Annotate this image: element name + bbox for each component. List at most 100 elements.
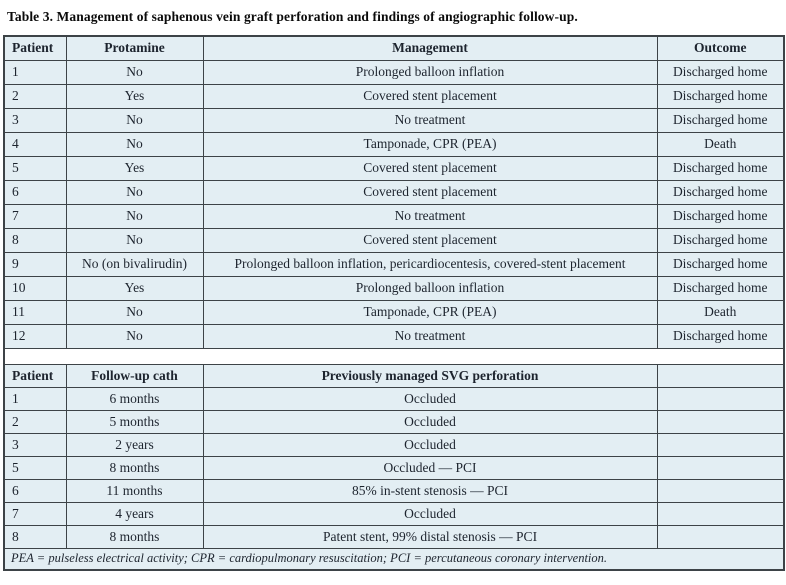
table-cell: 4 [3,131,67,157]
table-cell: Covered stent placement [202,155,658,181]
table-cell: Discharged home [656,203,785,229]
table-cell: Covered stent placement [202,83,658,109]
column-header-outcome: Outcome [656,35,785,61]
table-cell: 2 [3,83,67,109]
table-cell: No [65,323,204,349]
table-cell: No [65,299,204,325]
table-cell: 11 [3,299,67,325]
management-header-row: Patient Protamine Management Outcome [3,35,785,61]
column-header-patient2: Patient [3,363,67,388]
table-cell: No treatment [202,107,658,133]
table-row: 12 No No treatment Discharged home [3,323,785,349]
table-cell: Occluded [202,501,658,526]
table-cell: 8 [3,524,67,549]
table-cell: No treatment [202,323,658,349]
table-row: 5 Yes Covered stent placement Discharged ho… [3,155,785,181]
table-cell: No [65,179,204,205]
table-cell: 9 [3,251,67,277]
table-cell: 4 years [65,501,204,526]
table-cell [656,386,785,411]
table-cell: 8 [3,227,67,253]
table-cell: 5 months [65,409,204,434]
column-header-management: Management [202,35,658,61]
table-cell: Occluded [202,409,658,434]
table-cell: No [65,59,204,85]
table-cell: 8 months [65,524,204,549]
table-cell: 85% in-stent stenosis — PCI [202,478,658,503]
separator-cell [3,347,785,365]
table-cell: 12 [3,323,67,349]
table-cell: Tamponade, CPR (PEA) [202,131,658,157]
table-cell: 2 years [65,432,204,457]
table-cell: 7 [3,501,67,526]
table-row: 3 No No treatment Discharged home [3,107,785,133]
table-cell: No [65,131,204,157]
column-header-follow-up-cath: Follow-up cath [65,363,204,388]
table-cell: Prolonged balloon inflation, pericardioc… [202,251,658,277]
table-cell: 6 months [65,386,204,411]
table-cell: Discharged home [656,275,785,301]
table-cell: 2 [3,409,67,434]
table-cell: Discharged home [656,59,785,85]
table-cell: 3 [3,107,67,133]
column-header-prev-managed-svg: Previously managed SVG perforation [202,363,658,388]
table-cell: No treatment [202,203,658,229]
table-cell: Tamponade, CPR (PEA) [202,299,658,325]
svg-perforation-table: Patient Protamine Management Outcome 1 No… [3,35,785,571]
table-cell [656,455,785,480]
table-row: 8 No Covered stent placement Discharged hom… [3,227,785,253]
table-row: 4 No Tamponade, CPR (PEA) Death [3,131,785,157]
page: Table 3. Management of saphenous vein gr… [0,9,786,571]
table-row: 9 No (on bivalirudin) Prolonged balloon in… [3,251,785,277]
table-cell: Discharged home [656,227,785,253]
table-row: 6 No Covered stent placement Discharged hom… [3,179,785,205]
table-caption: Table 3. Management of saphenous vein gr… [7,9,578,24]
table-cell: Covered stent placement [202,227,658,253]
table-cell: 6 [3,179,67,205]
table-row: 11 No Tamponade, CPR (PEA) Death [3,299,785,325]
table-row: 2 Yes Covered stent placement Discharged ho… [3,83,785,109]
footnote-row: PEA = pulseless electrical activity; CPR… [3,547,785,571]
separator-row [3,347,785,365]
table-cell: Discharged home [656,323,785,349]
table-cell: Prolonged balloon inflation [202,59,658,85]
table-row: 7 No No treatment Discharged home [3,203,785,229]
table-cell: Discharged home [656,107,785,133]
table-cell: No [65,227,204,253]
table-cell: 6 [3,478,67,503]
table-cell: 8 months [65,455,204,480]
abbreviation-footnote: PEA = pulseless electrical activity; CPR… [3,547,785,571]
table-cell: Patent stent, 99% distal stenosis — PCI [202,524,658,549]
table-cell: No [65,107,204,133]
table-cell [656,501,785,526]
table-cell: No (on bivalirudin) [65,251,204,277]
table-cell: Yes [65,275,204,301]
table-cell: Yes [65,83,204,109]
column-header-patient: Patient [3,35,67,61]
footnote-section: PEA = pulseless electrical activity; CPR… [3,547,785,571]
table-cell [656,409,785,434]
table-cell: Occluded [202,386,658,411]
table-cell: 7 [3,203,67,229]
column-header-protamine: Protamine [65,35,204,61]
table-row: 10 Yes Prolonged balloon inflation Discharg… [3,275,785,301]
table-cell: 11 months [65,478,204,503]
table-row: 1 No Prolonged balloon inflation Discharged… [3,59,785,85]
table-row: 6 11 months 85% in-stent stenosis — PCI [3,478,785,503]
table-cell: Discharged home [656,155,785,181]
table-cell: Discharged home [656,251,785,277]
table-cell [656,524,785,549]
table-cell: No [65,203,204,229]
table-cell: Covered stent placement [202,179,658,205]
table-cell: 1 [3,59,67,85]
table-cell: 1 [3,386,67,411]
management-section: Patient Protamine Management Outcome 1 No… [3,35,785,349]
table-cell: Discharged home [656,83,785,109]
table-cell: Discharged home [656,179,785,205]
table-cell: Death [656,131,785,157]
